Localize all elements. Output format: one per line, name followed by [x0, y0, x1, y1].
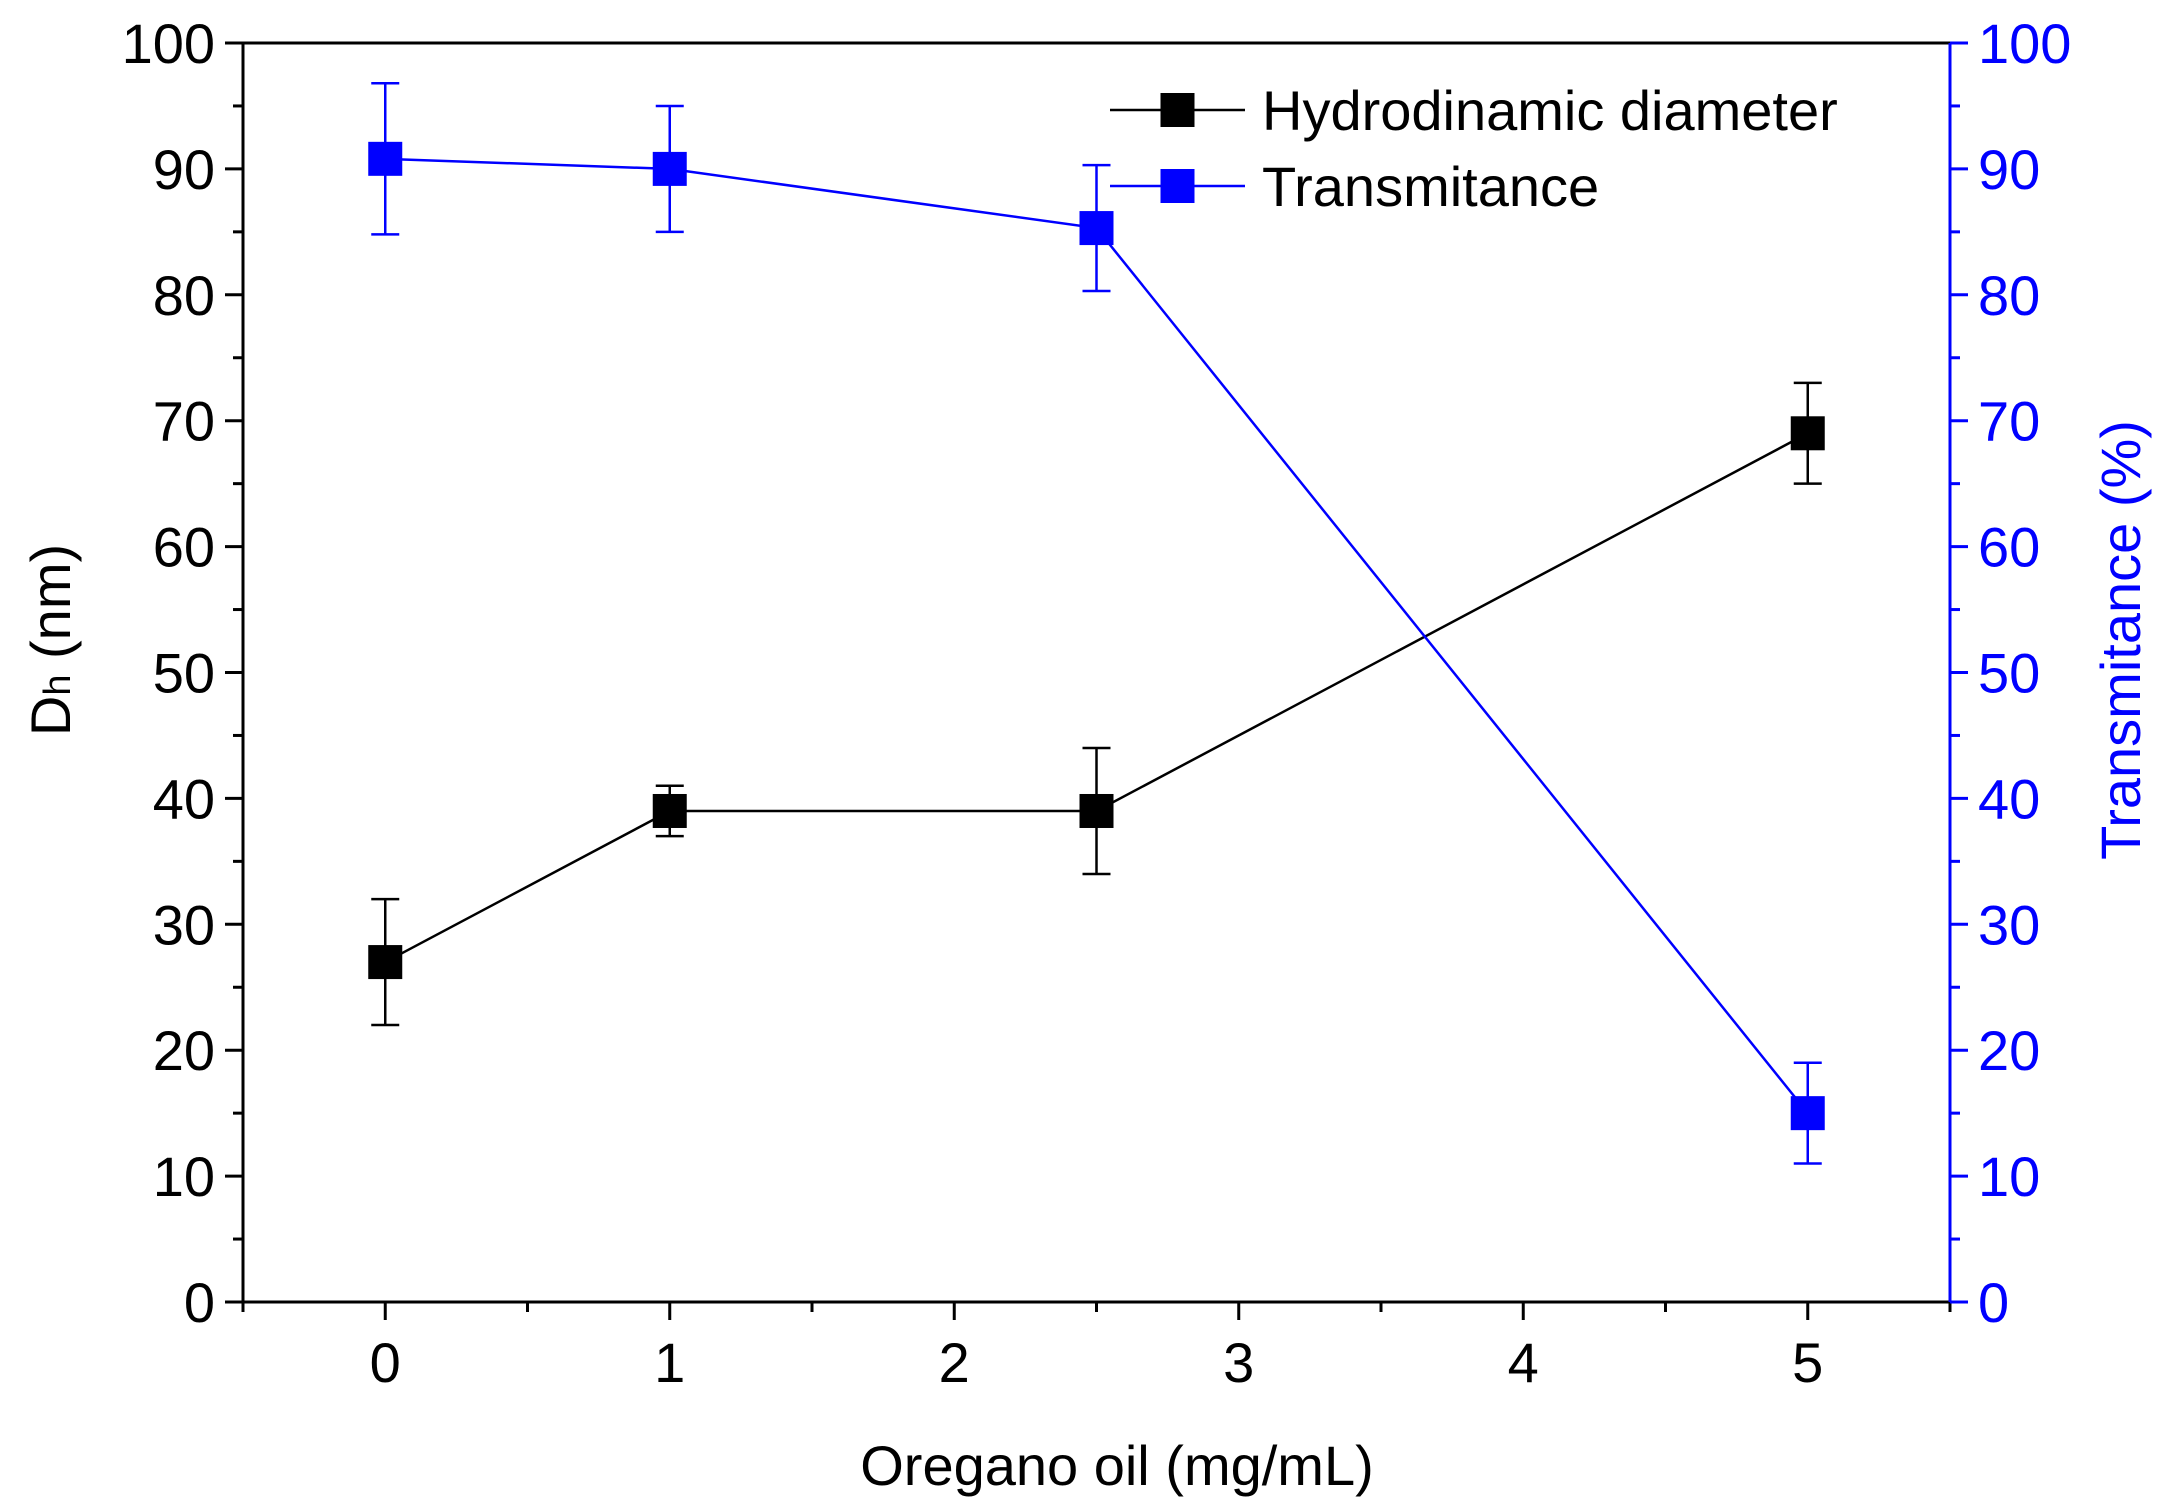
y-right-tick-label: 0 — [1978, 1271, 2009, 1334]
y-left-tick-label: 70 — [153, 390, 215, 453]
y-left-tick-label: 20 — [153, 1019, 215, 1082]
y-right-tick-label: 70 — [1978, 390, 2040, 453]
data-point — [1079, 793, 1114, 828]
data-point — [368, 945, 403, 980]
legend-label: Hydrodinamic diameter — [1262, 79, 1838, 142]
y-left-tick-label: 50 — [153, 642, 215, 705]
y-left-tick-label: 90 — [153, 138, 215, 201]
y-right-tick-label: 50 — [1978, 642, 2040, 705]
y-left-tick-label: 100 — [122, 12, 215, 75]
y-left-tick-label: 60 — [153, 516, 215, 579]
data-point — [1079, 211, 1114, 246]
legend-label: Transmitance — [1262, 155, 1599, 218]
y-left-title-sub: h — [37, 675, 79, 696]
y-right-axis-title: Transmitance (%) — [2089, 420, 2152, 860]
legend-marker — [1160, 93, 1195, 127]
y-right-tick-label: 60 — [1978, 516, 2040, 579]
y-right-tick-label: 100 — [1978, 12, 2071, 75]
data-point — [652, 793, 687, 828]
legend-entry-hydrodinamic-diameter: Hydrodinamic diameter — [1110, 79, 1838, 142]
y-right-tick-label: 10 — [1978, 1145, 2040, 1208]
y-left-title-rest: (nm) — [19, 544, 82, 675]
data-point — [1790, 416, 1825, 451]
data-point — [652, 151, 687, 186]
x-tick-label: 1 — [654, 1331, 685, 1394]
x-axis-title: Oregano oil (mg/mL) — [860, 1434, 1374, 1497]
data-point — [1790, 1096, 1825, 1131]
y-left-tick-label: 30 — [153, 893, 215, 956]
y-left-tick-label: 10 — [153, 1145, 215, 1208]
y-right-tick-label: 90 — [1978, 138, 2040, 201]
series-line — [385, 157, 1809, 1114]
axes-group: 0 1 2 3 4 50102030405060708090100010203040506… — [122, 12, 2072, 1394]
y-left-tick-label: 80 — [153, 264, 215, 327]
series-transmitance — [368, 82, 1825, 1165]
x-tick-label: 0 — [370, 1331, 401, 1394]
data-point — [368, 141, 403, 176]
legend-marker — [1160, 169, 1195, 203]
x-tick-label: 5 — [1792, 1331, 1823, 1394]
y-left-axis-title: Dh (nm) — [19, 544, 82, 736]
y-right-tick-label: 20 — [1978, 1019, 2040, 1082]
legend-entry-transmitance: Transmitance — [1110, 155, 1599, 218]
y-left-tick-label: 40 — [153, 767, 215, 830]
legend: Hydrodinamic diameter Transmitance — [1110, 79, 1838, 218]
y-left-title-main: D — [19, 696, 82, 736]
y-left-tick-label: 0 — [184, 1271, 215, 1334]
x-tick-label: 2 — [939, 1331, 970, 1394]
y-right-tick-label: 80 — [1978, 264, 2040, 327]
y-right-tick-label: 40 — [1978, 767, 2040, 830]
x-tick-label: 3 — [1223, 1331, 1254, 1394]
axis-titles: Oregano oil (mg/mL) Dh (nm) Transmitance… — [19, 420, 2152, 1497]
y-right-tick-label: 30 — [1978, 893, 2040, 956]
series-line — [384, 432, 1809, 964]
series-group — [368, 82, 1825, 1165]
series-hydrodinamic-diameter — [368, 381, 1825, 1027]
x-tick-label: 4 — [1508, 1331, 1539, 1394]
